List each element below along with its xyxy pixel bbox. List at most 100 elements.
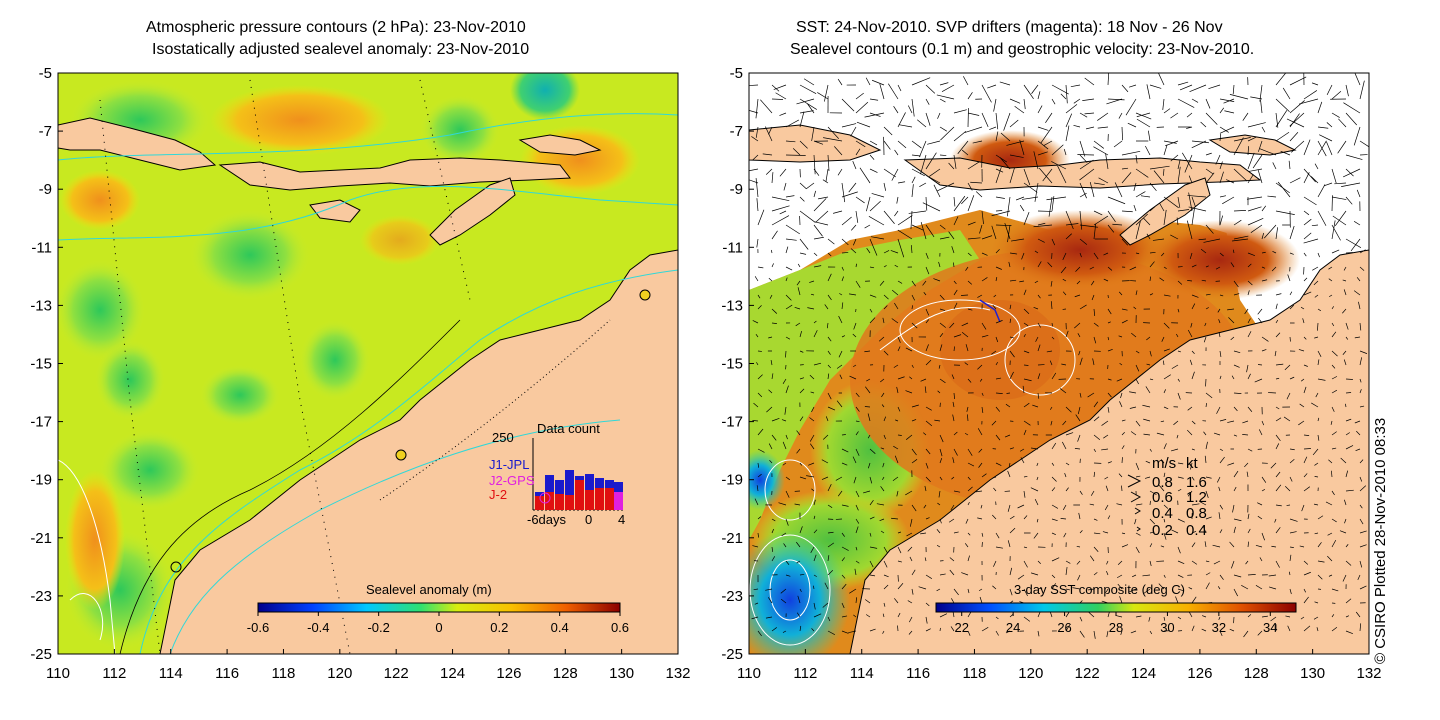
velocity-arrow [894, 598, 899, 604]
velocity-arrow [855, 92, 864, 100]
velocity-arrow [961, 572, 969, 576]
velocity-arrow [933, 184, 941, 198]
velocity-arrow [841, 434, 846, 436]
velocity-arrow [1149, 543, 1153, 548]
velocity-arrow [879, 83, 885, 100]
velocity-arrow [1065, 330, 1069, 338]
velocity-arrow [1244, 462, 1249, 468]
velocity-arrow [827, 555, 830, 562]
velocity-arrow [1177, 350, 1181, 353]
velocity-arrow [1079, 490, 1083, 495]
velocity-arrow [841, 123, 857, 128]
velocity-arrow [1247, 574, 1256, 576]
velocity-arrow [1343, 266, 1347, 271]
velocity-arrow [1188, 611, 1193, 618]
velocity-arrow [1205, 265, 1209, 268]
velocity-arrow [1242, 112, 1249, 121]
velocity-arrow [1259, 557, 1263, 562]
velocity-arrow [757, 392, 763, 398]
velocity-arrow [825, 168, 829, 182]
velocity-arrow [1061, 363, 1067, 366]
velocity-arrow [883, 574, 889, 578]
velocity-arrow [821, 459, 829, 464]
velocity-arrow [785, 119, 800, 128]
velocity-arrow [1227, 420, 1235, 423]
velocity-arrow [1162, 360, 1165, 366]
velocity-arrow [838, 315, 843, 324]
velocity-arrow [1093, 182, 1105, 186]
velocity-arrow [1359, 623, 1362, 632]
right-x-tick-label: 114 [850, 665, 874, 682]
velocity-arrow [1042, 168, 1053, 182]
velocity-arrow [1003, 112, 1011, 131]
velocity-arrow [911, 224, 924, 231]
velocity-arrow [796, 560, 801, 564]
velocity-arrow [1133, 306, 1137, 310]
velocity-arrow [1009, 588, 1013, 596]
velocity-arrow [1338, 118, 1347, 128]
velocity-arrow [1156, 432, 1165, 436]
velocity-arrow [827, 126, 840, 139]
velocity-arrow [896, 490, 899, 497]
velocity-arrow [953, 109, 967, 114]
velocity-arrow [1219, 107, 1225, 114]
velocity-arrow [1300, 616, 1305, 620]
velocity-arrow [827, 569, 834, 576]
velocity-arrow [1191, 196, 1196, 208]
velocity-arrow [1354, 336, 1361, 339]
velocity-arrow [807, 307, 815, 310]
velocity-arrow [1204, 322, 1207, 327]
velocity-arrow [1345, 489, 1354, 492]
velocity-arrow [1073, 124, 1081, 128]
velocity-arrow [1345, 598, 1352, 604]
velocity-arrow [827, 616, 831, 622]
velocity-arrow [768, 277, 773, 282]
velocity-arrow [961, 331, 969, 338]
velocity-arrow [1359, 249, 1366, 254]
velocity-arrow [1353, 290, 1361, 296]
right-colorbar-tick-label: 24 [1006, 620, 1020, 635]
velocity-arrow [855, 392, 860, 398]
velocity-arrow [1247, 528, 1251, 534]
velocity-arrow [981, 235, 993, 240]
velocity-arrow [1359, 476, 1363, 482]
right-x-tick-label: 122 [1075, 665, 1100, 682]
velocity-arrow [825, 416, 829, 422]
velocity-arrow [1163, 472, 1166, 478]
velocity-arrow [1342, 350, 1347, 355]
velocity-arrow [1332, 215, 1347, 226]
velocity-arrow [896, 196, 899, 204]
velocity-arrow [1275, 210, 1295, 215]
velocity-arrow [1311, 402, 1319, 408]
velocity-arrow [815, 210, 829, 223]
velocity-arrow [894, 264, 899, 268]
velocity-arrow [841, 574, 846, 579]
velocity-arrow [1045, 112, 1053, 124]
velocity-arrow [967, 555, 970, 562]
velocity-arrow [1163, 389, 1166, 394]
velocity-arrow [953, 195, 966, 212]
velocity-arrow [1036, 518, 1039, 523]
velocity-arrow [813, 198, 827, 212]
velocity-arrow [835, 476, 843, 481]
speed-legend-kt-1: 1.2 [1186, 489, 1207, 506]
velocity-arrow [1303, 456, 1308, 464]
velocity-arrow [799, 252, 807, 255]
velocity-arrow [1203, 526, 1207, 534]
velocity-arrow [841, 504, 849, 507]
velocity-arrow [808, 462, 815, 466]
velocity-arrow [1175, 596, 1179, 604]
velocity-arrow [1135, 350, 1140, 354]
velocity-arrow [1219, 195, 1227, 198]
velocity-arrow [1343, 102, 1361, 114]
velocity-arrow [813, 190, 816, 198]
velocity-arrow [869, 448, 876, 454]
velocity-arrow [771, 322, 777, 324]
velocity-arrow [1326, 84, 1333, 96]
velocity-arrow [1065, 406, 1072, 413]
velocity-arrow [1023, 616, 1031, 622]
left-x-tick-label: 120 [327, 665, 352, 682]
velocity-arrow [887, 83, 899, 100]
velocity-arrow [1093, 416, 1100, 422]
velocity-arrow [1163, 322, 1170, 329]
